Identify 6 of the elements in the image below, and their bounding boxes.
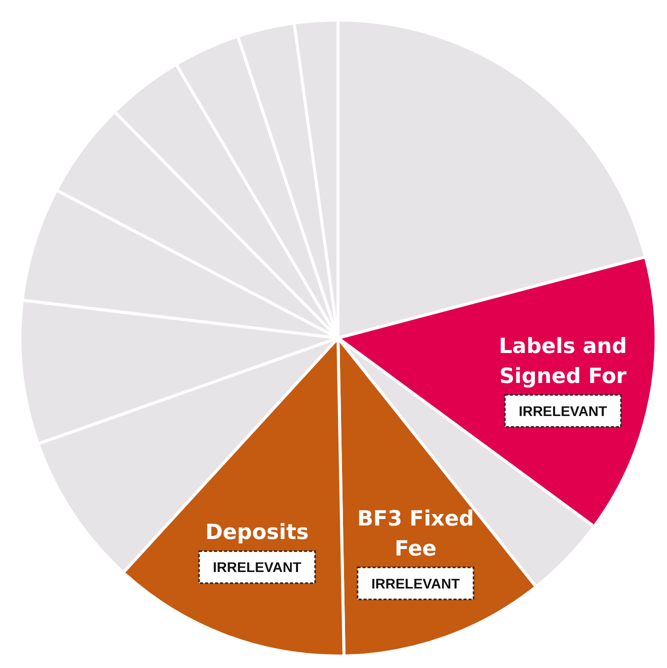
slice-label: Labels and Signed For	[498, 334, 628, 388]
text: IRRELEVANT	[371, 575, 460, 592]
slice-label: BF3 Fixed Fee	[357, 506, 474, 560]
text: IRRELEVANT	[518, 402, 608, 419]
slice-label: Deposits	[205, 520, 309, 544]
text: IRRELEVANT	[212, 559, 302, 576]
